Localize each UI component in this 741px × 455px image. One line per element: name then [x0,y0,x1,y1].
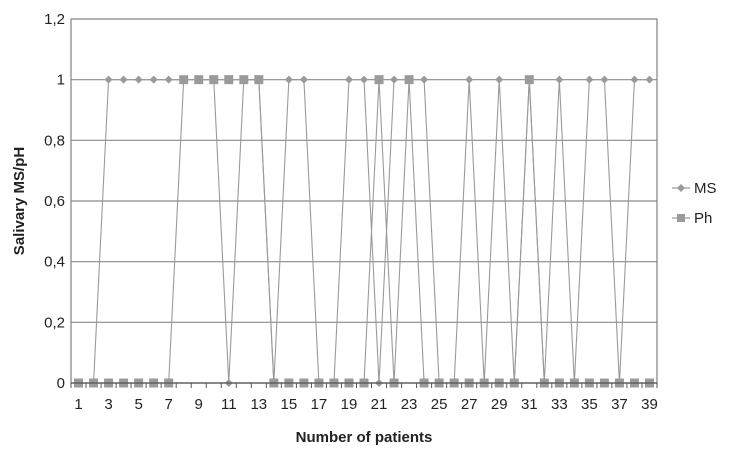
data-point-ms [585,75,594,84]
x-axis-title: Number of patients [296,429,433,446]
y-axis-title: Salivary MS/pH [11,147,28,255]
data-point-ms [284,75,293,84]
x-tick-label: 7 [164,396,172,413]
legend-square-marker-icon [677,214,685,222]
x-tick-label: 15 [281,396,298,413]
y-tick-label: 1 [57,72,65,89]
legend-item-ph: Ph [672,210,712,227]
y-tick-label: 0 [57,375,65,392]
data-point-ms [465,75,474,84]
y-tick-label: 1,2 [44,11,65,28]
x-tick-label: 39 [641,396,658,413]
x-tick-label: 31 [521,396,538,413]
data-point-ph [209,75,219,85]
x-tick-label: 13 [250,396,267,413]
data-point-ph [239,75,249,85]
x-tick-label: 9 [195,396,203,413]
data-point-ms [390,75,399,84]
data-point-ph [404,75,414,85]
x-tick-label: 11 [221,396,237,413]
data-point-ph [254,75,264,85]
x-tick-label: 23 [401,396,418,413]
legend: MS Ph [672,180,717,227]
data-point-ms [555,75,564,84]
legend-item-ms: MS [672,180,717,197]
x-tick-label: 29 [491,396,508,413]
data-point-ms [299,75,308,84]
data-point-ph [224,75,234,85]
y-tick-label: 0,6 [44,193,65,210]
legend-label-ms: MS [694,180,717,197]
data-point-ph [524,75,534,85]
data-point-ph [374,75,384,85]
x-tick-label: 21 [371,396,388,413]
y-tick-label: 0,8 [44,132,65,149]
data-point-ph [194,75,204,85]
x-tick-label: 17 [311,396,328,413]
legend-label-ph: Ph [694,210,712,227]
data-point-ms [600,75,609,84]
y-tick-label: 0,2 [44,314,65,331]
x-tick-label: 19 [341,396,358,413]
x-tick-label: 5 [134,396,142,413]
data-point-ms [360,75,368,84]
x-tick-label: 27 [461,396,478,413]
x-tick-label: 37 [611,396,628,413]
series-line-ph [78,79,650,384]
series-layer [74,75,654,388]
x-tick-label: 33 [551,396,568,413]
data-point-ms [104,75,113,84]
data-point-ph [179,75,189,85]
data-point-ms [420,75,429,84]
data-point-ms [149,75,158,84]
data-point-ms [134,75,143,84]
x-tick-label: 35 [581,396,598,413]
data-point-ms [344,75,353,84]
data-point-ms [495,75,504,84]
data-point-ms [164,75,173,84]
data-point-ms [630,75,639,84]
y-tick-label: 0,4 [44,254,65,271]
axes-layer: 00,20,40,60,811,21 3 5 7 9 11 13 15 17 19 21 23 25 27… [44,11,658,413]
legend-diamond-marker-icon [677,184,685,192]
series-line-ms [78,79,650,384]
x-tick-label: 1 [74,396,82,413]
x-tick-label: 3 [104,396,112,413]
data-point-ms [645,75,654,84]
data-point-ms [119,75,128,84]
x-tick-label: 25 [431,396,448,413]
